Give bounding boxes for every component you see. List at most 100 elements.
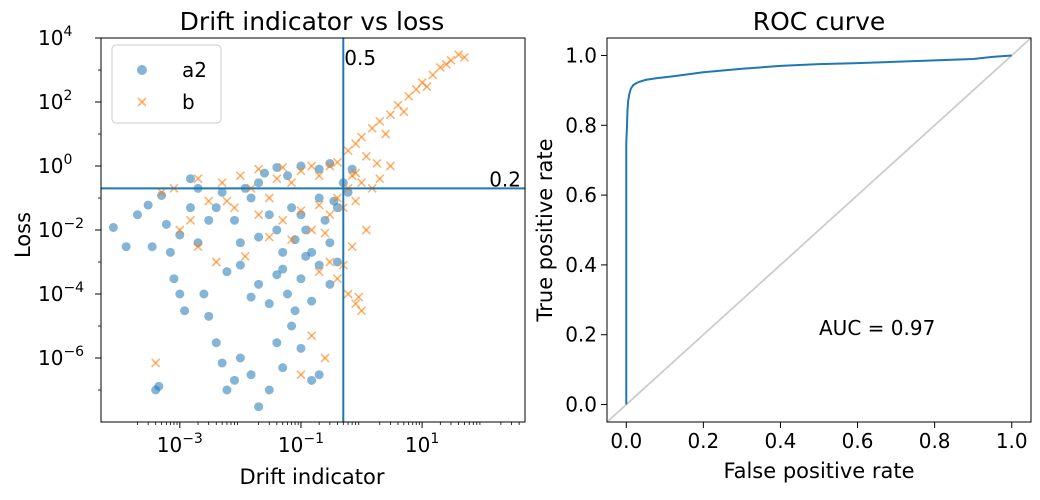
- scatter-xtick-label: 10−3: [157, 431, 203, 457]
- scatter-point-b: [354, 292, 364, 302]
- legend-marker-b: [137, 97, 147, 107]
- scatter-point-b: [347, 171, 357, 181]
- roc-ytick-label: 0.2: [565, 323, 597, 347]
- roc-chart: ROC curve 0.0 0.2 0.4 0.6 0.8 1.0 0.0 0.2 0.4 0.6…: [533, 7, 1032, 483]
- scatter-point-a2: [235, 260, 245, 270]
- scatter-point-a2: [314, 164, 324, 174]
- scatter-point-b: [385, 161, 395, 171]
- roc-xtick-label: 1.0: [996, 429, 1028, 453]
- scatter-point-a2: [254, 178, 264, 188]
- scatter-point-a2: [165, 247, 175, 257]
- scatter-point-a2: [272, 270, 282, 280]
- scatter-point-b: [286, 235, 297, 245]
- scatter-point-a2: [278, 363, 288, 373]
- scatter-point-a2: [185, 203, 195, 213]
- roc-ticks: 0.0 0.2 0.4 0.6 0.8 1.0 0.0 0.2 0.4 0.6 0.8 1.0: [565, 43, 1027, 453]
- scatter-point-b: [307, 161, 317, 171]
- scatter-point-a2: [143, 200, 153, 210]
- scatter-chart: Drift indicator vs loss 0.50.2 10−3 10−1 1…: [11, 7, 526, 489]
- scatter-point-a2: [217, 358, 227, 368]
- scatter-point-a2: [296, 343, 306, 353]
- roc-xtick-label: 0.2: [687, 429, 719, 453]
- scatter-point-a2: [307, 296, 317, 306]
- scatter-point-a2: [108, 222, 118, 232]
- chance-diagonal: [606, 37, 1032, 423]
- scatter-point-a2: [169, 274, 179, 284]
- scatter-point-a2: [235, 353, 245, 363]
- scatter-xtick-label: 10−1: [278, 431, 324, 457]
- scatter-point-a2: [175, 289, 185, 299]
- roc-curve: [625, 54, 1012, 405]
- scatter-point-b: [356, 306, 367, 316]
- scatter-ytick-label: 10−2: [38, 216, 84, 242]
- scatter-point-b: [332, 157, 342, 167]
- scatter-point-a2: [185, 174, 195, 184]
- roc-xtick-label: 0.6: [842, 429, 874, 453]
- legend-label: b: [182, 90, 195, 114]
- scatter-point-b: [314, 171, 324, 181]
- scatter-point-b: [229, 203, 240, 213]
- roc-xtick-label: 0.4: [765, 429, 797, 453]
- scatter-point-a2: [314, 370, 324, 380]
- roc-xtick-label: 0.0: [610, 429, 642, 453]
- scatter-ticks: 10−3 10−1 101 10−6 10−4 10−2 100 102 104: [38, 24, 520, 457]
- scatter-point-b: [422, 82, 432, 92]
- scatter-point-b: [372, 158, 382, 169]
- scatter-point-b: [254, 164, 264, 174]
- roc-ytick-label: 0.4: [565, 253, 597, 277]
- scatter-point-b: [356, 132, 367, 142]
- scatter-point-b: [453, 50, 464, 60]
- scatter-point-a2: [222, 267, 232, 277]
- scatter-point-b: [399, 107, 409, 117]
- scatter-point-a2: [235, 238, 245, 248]
- scatter-point-a2: [278, 247, 288, 257]
- scatter-point-a2: [254, 279, 264, 289]
- scatter-point-a2: [246, 292, 256, 302]
- scatter-point-b: [278, 162, 288, 173]
- scatter-point-b: [332, 274, 342, 284]
- scatter-xtick-label: 101: [405, 431, 439, 457]
- scatter-point-b: [325, 161, 335, 171]
- scatter-point-b: [361, 225, 371, 235]
- scatter-point-a2: [296, 274, 306, 284]
- scatter-point-a2: [222, 385, 232, 395]
- scatter-point-a2: [314, 260, 324, 270]
- scatter-plot-area: 0.5 0.2: [101, 38, 525, 422]
- scatter-point-b: [314, 267, 324, 277]
- scatter-point-b: [351, 196, 361, 206]
- legend-marker-a2: [137, 65, 147, 75]
- scatter-ytick-label: 100: [38, 152, 72, 178]
- scatter-ylabel: Loss: [11, 212, 35, 258]
- roc-ylabel: True positive rate: [533, 139, 557, 323]
- scatter-point-b: [314, 200, 324, 210]
- scatter-point-a2: [332, 257, 342, 267]
- scatter-point-b: [347, 242, 357, 252]
- scatter-point-a2: [314, 193, 324, 203]
- scatter-point-b: [193, 174, 203, 184]
- scatter-point-b: [343, 289, 353, 299]
- scatter-point-b: [343, 146, 353, 156]
- scatter-point-a2: [287, 203, 297, 213]
- scatter-point-b: [332, 193, 342, 203]
- scatter-point-a2: [290, 306, 300, 316]
- scatter-point-b: [404, 91, 414, 101]
- scatter-title: Drift indicator vs loss: [180, 7, 445, 36]
- scatter-point-a2: [301, 225, 311, 235]
- scatter-point-a2: [246, 193, 256, 203]
- scatter-point-a2: [154, 381, 164, 391]
- scatter-point-b: [286, 178, 297, 188]
- scatter-point-b: [307, 331, 317, 341]
- scatter-point-b: [435, 62, 445, 73]
- threshold-label-vertical: 0.5: [344, 46, 376, 70]
- scatter-point-b: [157, 187, 167, 197]
- scatter-point-a2: [325, 158, 335, 168]
- scatter-point-b: [325, 257, 335, 267]
- scatter-point-a2: [211, 203, 221, 213]
- scatter-point-a2: [230, 215, 240, 225]
- scatter-ytick-label: 102: [38, 88, 72, 114]
- scatter-point-b: [385, 110, 395, 120]
- roc-axes-frame: [606, 37, 1032, 423]
- scatter-point-b: [296, 206, 306, 216]
- scatter-point-a2: [301, 251, 311, 261]
